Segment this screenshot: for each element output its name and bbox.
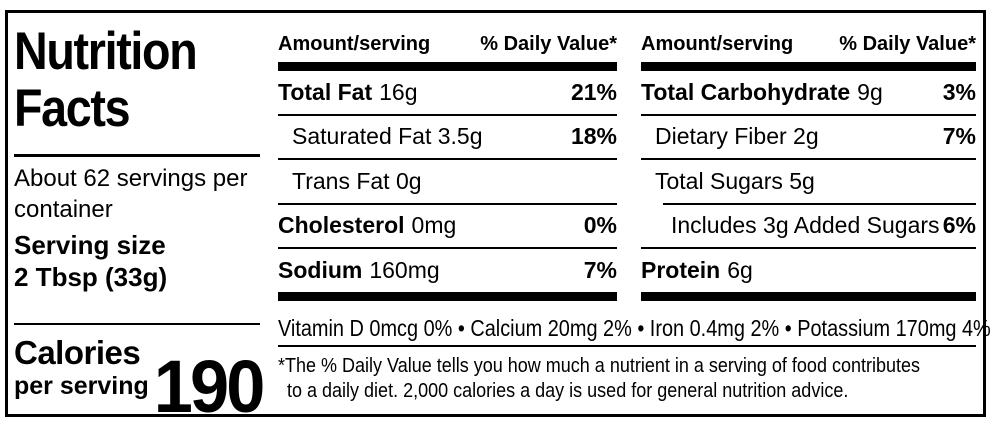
nutrient-row-sodium: Sodium 160mg 7% — [278, 256, 617, 283]
nutrient-row-protein: Protein 6g — [641, 256, 753, 283]
divider — [278, 113, 617, 116]
serving-size-label: Serving size — [14, 229, 166, 260]
daily-value-header: % Daily Value* — [480, 33, 617, 55]
footnote-line-2: to a daily diet. 2,000 calories a day is… — [287, 379, 849, 402]
daily-value: 21% — [570, 78, 617, 105]
divider — [278, 202, 617, 205]
servings-per-container: About 62 servings per container — [14, 164, 248, 223]
nutrient-row-added-sugars: Includes 3g Added Sugars 6% — [671, 212, 976, 239]
divider-indented — [663, 202, 976, 205]
nutrient-row-saturated-fat: Saturated Fat 3.5g 18% — [292, 123, 617, 150]
nutrient-row-total-carbohydrate: Total Carbohydrate 9g 3% — [641, 78, 976, 105]
divider-thick — [278, 62, 617, 71]
divider — [14, 322, 260, 325]
daily-value: 6% — [942, 212, 976, 239]
serving-size-value: 2 Tbsp (33g) — [14, 261, 168, 292]
divider-thick — [278, 291, 617, 301]
divider-thick — [641, 291, 976, 301]
left-panel: Nutrition Facts About 62 servings per co… — [14, 13, 266, 424]
bottom-section: Vitamin D 0mcg 0% • Calcium 20mg 2% • Ir… — [278, 309, 991, 403]
calories-sublabel: per serving — [14, 372, 149, 400]
divider — [641, 158, 976, 160]
divider-thick — [641, 62, 976, 71]
calories-value: 190 — [153, 345, 265, 428]
divider — [641, 113, 976, 116]
label-title: Nutrition Facts — [14, 22, 198, 138]
footnote-line-1: *The % Daily Value tells you how much a … — [278, 355, 921, 377]
divider — [278, 247, 617, 249]
divider — [641, 247, 976, 249]
column-header: Amount/serving % Daily Value* — [278, 13, 617, 62]
nutrient-column-2: Amount/serving % Daily Value* Total Carb… — [641, 13, 976, 301]
daily-value: 3% — [942, 78, 976, 105]
micronutrients-line: Vitamin D 0mcg 0% • Calcium 20mg 2% • Ir… — [278, 315, 991, 341]
daily-value: 18% — [570, 123, 617, 150]
nutrient-row-dietary-fiber: Dietary Fiber 2g 7% — [655, 123, 976, 150]
divider — [14, 154, 260, 157]
nutrient-row-total-sugars: Total Sugars 5g — [655, 167, 815, 194]
footnote: *The % Daily Value tells you how much a … — [278, 354, 976, 403]
divider — [278, 345, 976, 347]
daily-value-header: % Daily Value* — [839, 33, 976, 55]
nutrient-row-trans-fat: Trans Fat 0g — [292, 167, 422, 194]
amount-serving-header: Amount/serving — [641, 33, 794, 55]
nutrient-row-total-fat: Total Fat 16g 21% — [278, 78, 617, 105]
calories-label: Calories — [14, 334, 141, 371]
calories-labels: Calories per serving — [14, 334, 266, 401]
daily-value: 7% — [942, 123, 976, 150]
daily-value: 7% — [583, 256, 617, 283]
amount-serving-header: Amount/serving — [278, 33, 431, 55]
divider — [278, 158, 617, 160]
column-header: Amount/serving % Daily Value* — [641, 13, 976, 62]
calories-section: Calories per serving 190 — [14, 334, 266, 426]
label-border-box: Nutrition Facts About 62 servings per co… — [5, 10, 991, 424]
nutrient-column-1: Amount/serving % Daily Value* Total Fat 1… — [278, 13, 617, 301]
daily-value: 0% — [583, 212, 617, 239]
nutrient-row-cholesterol: Cholesterol 0mg 0% — [278, 212, 617, 239]
